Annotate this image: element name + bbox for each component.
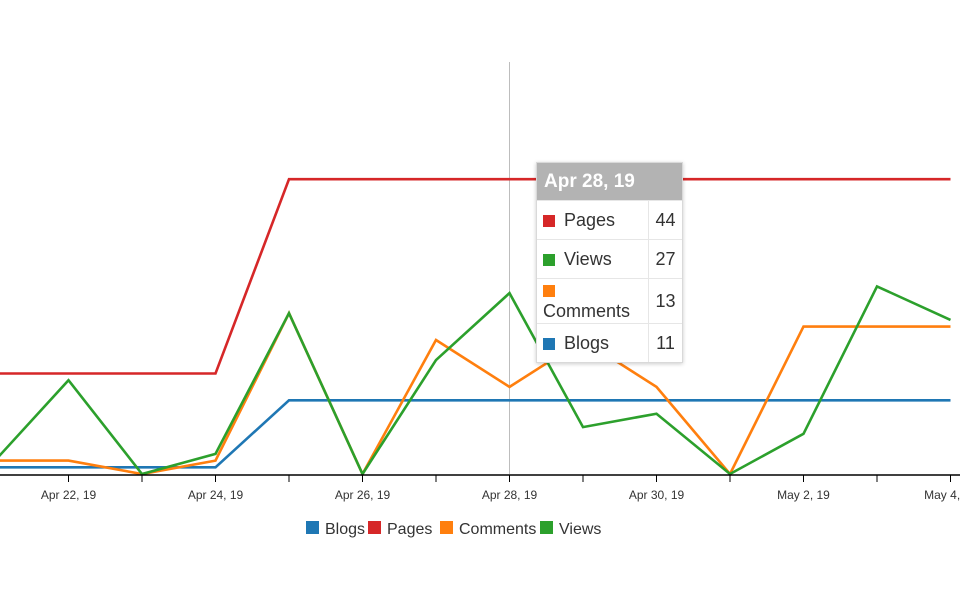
tooltip-series-value: 27 (648, 239, 682, 279)
tooltip-series-name: Blogs (564, 332, 610, 353)
legend-label: Pages (387, 521, 432, 538)
series-line-blogs (0, 398, 951, 469)
legend-swatch (540, 521, 553, 534)
x-tick-label: Apr 30, 19 (629, 488, 685, 502)
tooltip-series-name: Views (564, 248, 612, 269)
legend-label: Comments (459, 521, 536, 538)
tooltip-date: Apr 28, 19 (537, 163, 682, 200)
legend-swatch-views (543, 253, 555, 266)
tooltip-row: Blogs 11 (537, 323, 682, 362)
series-line-comments (0, 310, 951, 477)
tooltip-series-name: Comments (543, 301, 631, 321)
tooltip-row: Comments 13 (537, 278, 682, 324)
x-tick-label: May 2, 19 (777, 488, 830, 502)
tooltip-series-value: 44 (648, 200, 682, 240)
legend-swatch-pages (543, 214, 555, 227)
x-tick-label: Apr 26, 19 (335, 488, 391, 502)
series-line-pages (0, 177, 951, 375)
series-line-views (0, 284, 952, 477)
tooltip-series-name: Pages (564, 209, 616, 230)
legend-label: Blogs (325, 521, 365, 538)
x-tick-label: Apr 24, 19 (188, 488, 244, 502)
legend-swatch-comments (543, 285, 555, 297)
legend-swatch (306, 521, 319, 534)
tooltip-row: Pages 44 (537, 200, 682, 240)
x-tick-label: Apr 22, 19 (41, 488, 97, 502)
legend-label: Views (559, 521, 601, 538)
legend-swatch (440, 521, 453, 534)
legend-swatch-blogs (543, 337, 555, 350)
tooltip: Apr 28, 19 Pages 44 Views 27 Comments 13… (536, 162, 683, 363)
x-tick-label: Apr 28, 19 (482, 488, 538, 502)
tooltip-table: Pages 44 Views 27 Comments 13 Blogs 11 (537, 200, 682, 362)
tooltip-row: Views 27 (537, 239, 682, 279)
tooltip-series-value: 13 (648, 278, 682, 324)
x-tick-label: May 4, 19 (924, 488, 960, 502)
legend-swatch (368, 521, 381, 534)
tooltip-series-value: 11 (648, 323, 682, 362)
